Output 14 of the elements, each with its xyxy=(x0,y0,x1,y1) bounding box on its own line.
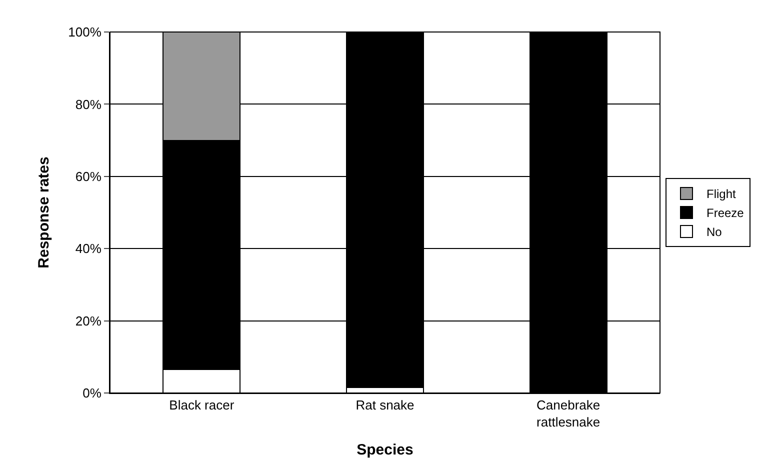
y-tick-label: 0% xyxy=(82,386,102,401)
legend-label: Flight xyxy=(706,187,737,202)
x-tick-label: Black racer xyxy=(169,398,235,413)
legend-label: No xyxy=(706,225,722,240)
x-tick-label: Canebrake rattlesnake xyxy=(536,398,600,430)
y-tick-label: 80% xyxy=(75,96,102,112)
y-tick-label: 100% xyxy=(68,24,102,40)
y-axis-title: Response rates xyxy=(35,156,52,268)
x-tick-label: Rat snake xyxy=(356,398,414,413)
y-tick-label: 40% xyxy=(75,241,102,256)
y-tick-label: 60% xyxy=(75,168,102,184)
y-tick-label: 20% xyxy=(75,313,102,328)
x-axis-title: Species xyxy=(356,442,414,458)
legend-label: Freeze xyxy=(706,206,744,220)
